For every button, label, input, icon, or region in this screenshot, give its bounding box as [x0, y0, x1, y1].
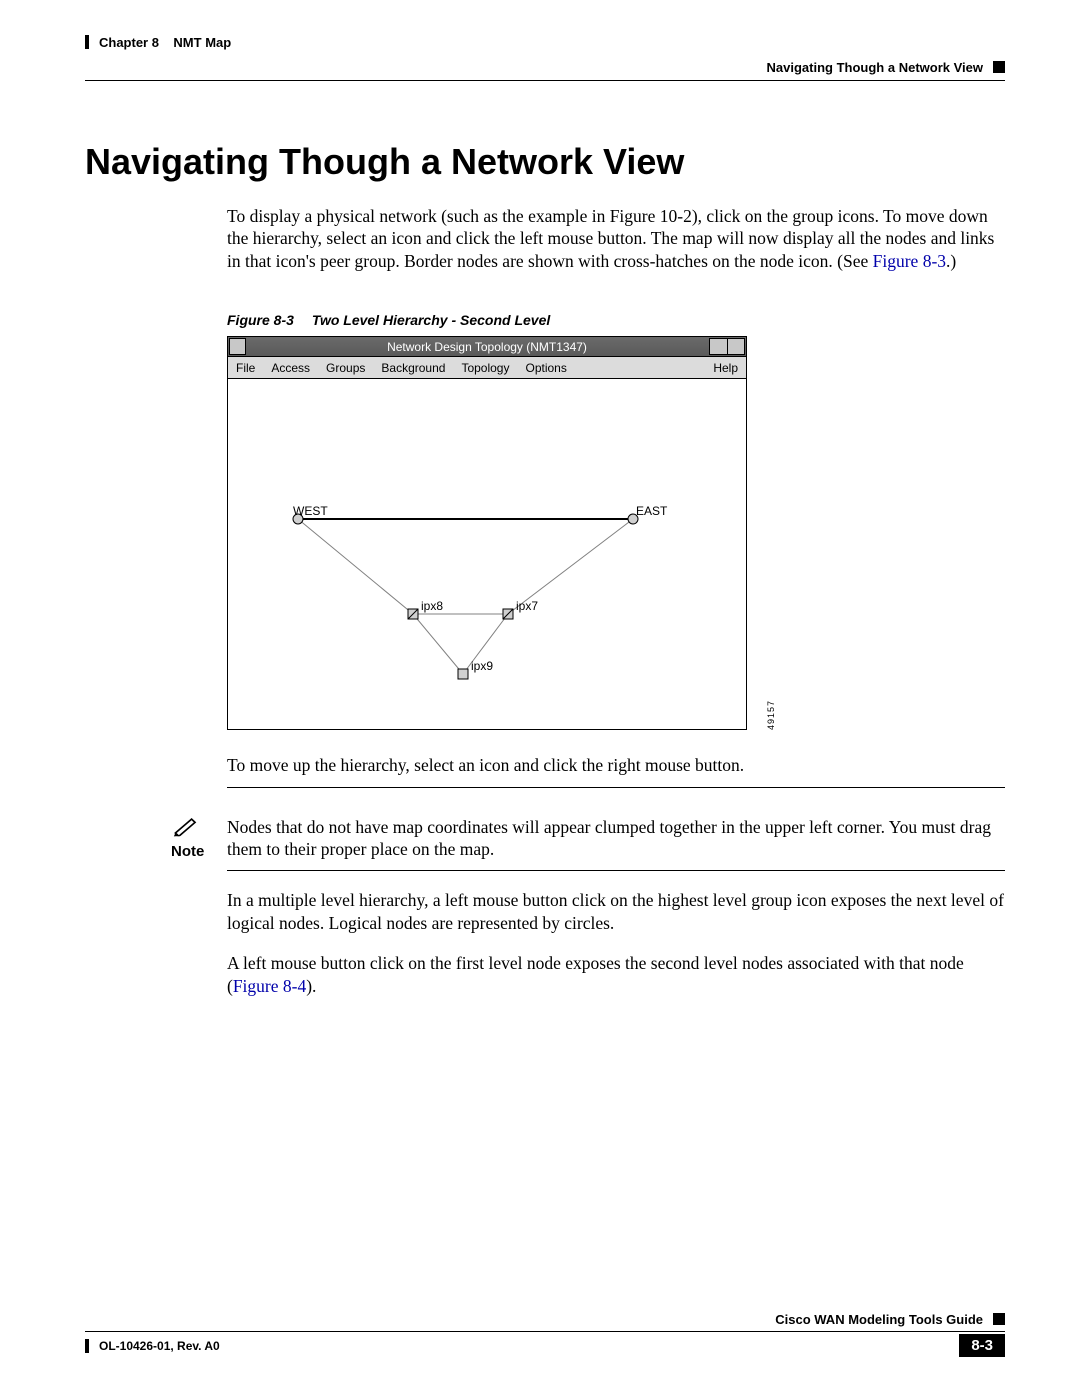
footer-guide-title: Cisco WAN Modeling Tools Guide — [775, 1312, 983, 1327]
page: Chapter 8 NMT Map Navigating Though a Ne… — [0, 0, 1080, 1397]
after-figure-text: To move up the hierarchy, select an icon… — [227, 754, 1005, 776]
window-titlebar: Network Design Topology (NMT1347) — [228, 337, 746, 357]
chapter-label: Chapter 8 — [99, 35, 159, 50]
note-block: Note Nodes that do not have map coordina… — [85, 816, 1005, 861]
header-chapter-row: Chapter 8 NMT Map — [85, 35, 1005, 50]
figure-8-3: Network Design Topology (NMT1347) File A… — [227, 336, 762, 730]
header-left-marker — [85, 35, 89, 49]
figure-caption: Figure 8-3 Two Level Hierarchy - Second L… — [227, 312, 1005, 328]
menu-groups[interactable]: Groups — [326, 361, 365, 375]
note-rule-bottom — [227, 870, 1005, 871]
note-label: Note — [171, 843, 227, 860]
note-body: Nodes that do not have map coordinates w… — [227, 816, 1005, 861]
footer-guide-row: Cisco WAN Modeling Tools Guide — [85, 1312, 1005, 1328]
intro-paragraph: To display a physical network (such as t… — [227, 205, 1005, 272]
footer-doc-number: OL-10426-01, Rev. A0 — [99, 1339, 220, 1353]
note-icon-column: Note — [85, 816, 227, 860]
note-rule-top — [227, 787, 1005, 788]
menu-file[interactable]: File — [236, 361, 255, 375]
menu-access[interactable]: Access — [271, 361, 310, 375]
window-menubar: File Access Groups Background Topology O… — [228, 357, 746, 379]
header-square-marker — [993, 61, 1005, 73]
figure-id-stamp: 49157 — [766, 700, 776, 730]
figure-caption-text: Two Level Hierarchy - Second Level — [312, 312, 550, 328]
footer-divider — [85, 1331, 1005, 1332]
figure-link-8-3[interactable]: Figure 8-3 — [873, 251, 946, 271]
window-title: Network Design Topology (NMT1347) — [387, 340, 587, 354]
footer-bottom-row: OL-10426-01, Rev. A0 8-3 — [85, 1337, 1005, 1359]
intro-text-end: .) — [946, 251, 956, 271]
topology-window: Network Design Topology (NMT1347) File A… — [227, 336, 747, 730]
header-divider — [85, 80, 1005, 81]
window-minmax-buttons[interactable] — [709, 338, 745, 355]
page-footer: Cisco WAN Modeling Tools Guide OL-10426-… — [85, 1312, 1005, 1359]
window-system-menu-icon[interactable] — [229, 338, 246, 355]
header-section-row: Navigating Though a Network View — [85, 60, 1005, 76]
node-label-ipx8: ipx8 — [421, 599, 443, 613]
figure-label: Figure 8-3 — [227, 312, 294, 328]
paragraph-3b: ). — [306, 976, 316, 996]
pencil-icon — [173, 815, 200, 836]
menu-background[interactable]: Background — [381, 361, 445, 375]
node-label-ipx7: ipx7 — [516, 599, 538, 613]
topology-svg — [228, 379, 746, 729]
header-section-title: Navigating Though a Network View — [767, 60, 983, 75]
page-title: Navigating Though a Network View — [85, 141, 1005, 183]
menu-options[interactable]: Options — [525, 361, 566, 375]
chapter-line: Chapter 8 NMT Map — [99, 35, 231, 50]
node-label-west: WEST — [293, 504, 328, 518]
page-number: 8-3 — [959, 1334, 1005, 1357]
footer-square-marker — [993, 1313, 1005, 1325]
figure-link-8-4[interactable]: Figure 8-4 — [233, 976, 306, 996]
menu-help[interactable]: Help — [713, 361, 738, 375]
footer-left-marker — [85, 1339, 89, 1353]
paragraph-3a: A left mouse button click on the first l… — [227, 953, 964, 995]
menu-topology[interactable]: Topology — [461, 361, 509, 375]
topology-canvas[interactable]: WEST EAST ipx8 ipx7 ipx9 — [228, 379, 746, 729]
chapter-title: NMT Map — [173, 35, 231, 50]
node-label-ipx9: ipx9 — [471, 659, 493, 673]
paragraph-2: In a multiple level hierarchy, a left mo… — [227, 889, 1005, 934]
paragraph-3: A left mouse button click on the first l… — [227, 952, 1005, 997]
node-label-east: EAST — [636, 504, 667, 518]
